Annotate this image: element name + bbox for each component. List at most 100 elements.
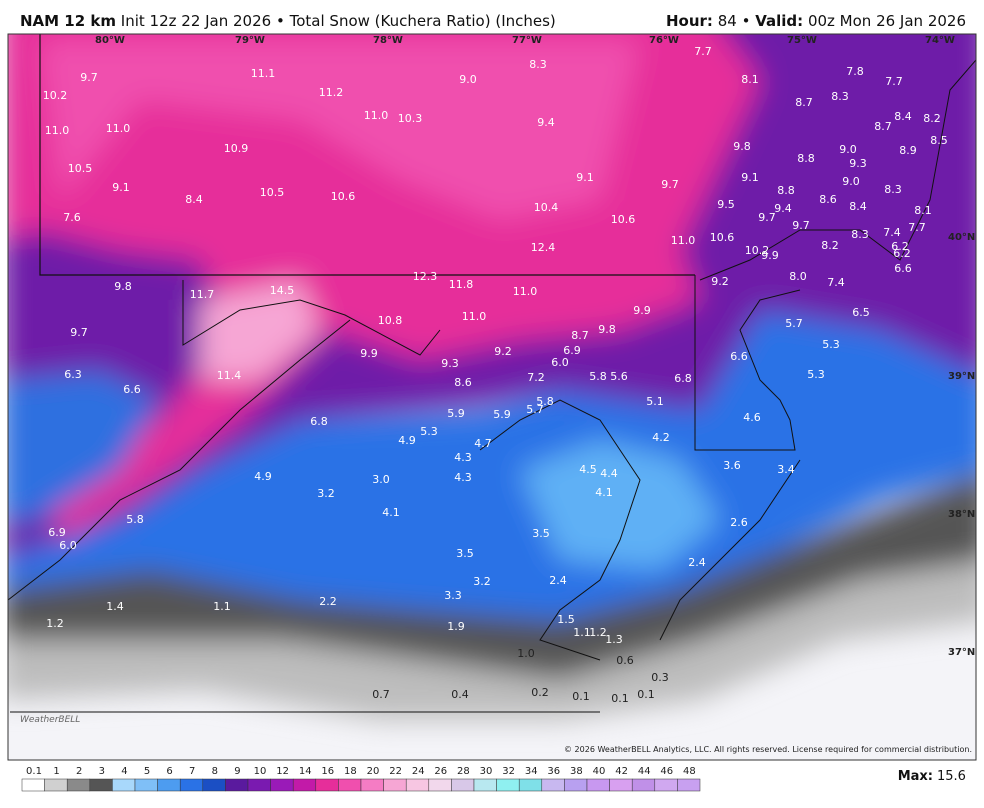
legend-swatch [383, 778, 407, 792]
lon-label: 74°W [925, 35, 955, 46]
snow-label: 5.7 [526, 403, 544, 416]
snow-label: 6.0 [59, 539, 77, 552]
legend-swatch [179, 778, 204, 792]
legend-swatch [541, 778, 565, 792]
snow-label: 5.3 [420, 425, 438, 438]
legend-label: 16 [321, 766, 334, 777]
snow-label: 6.2 [891, 240, 909, 253]
snow-label: 1.0 [517, 647, 535, 660]
snow-label: 8.7 [874, 120, 892, 133]
snow-label: 10.2 [43, 89, 68, 102]
snow-label: 10.9 [224, 142, 249, 155]
snow-label: 1.5 [557, 613, 575, 626]
snow-label: 6.6 [123, 383, 141, 396]
snow-label: 11.7 [190, 288, 215, 301]
snow-label: 6.0 [551, 356, 569, 369]
legend-label: 12 [276, 766, 289, 777]
snow-label: 8.3 [851, 228, 869, 241]
snow-label: 4.3 [454, 451, 472, 464]
snow-label: 5.9 [447, 407, 465, 420]
legend-label: 26 [434, 766, 447, 777]
legend-swatch [21, 778, 45, 792]
snow-label: 4.1 [595, 486, 613, 499]
snow-label: 7.8 [846, 65, 864, 78]
snow-label: 8.3 [529, 58, 547, 71]
snow-label: 8.3 [831, 90, 849, 103]
snow-label: 9.5 [717, 198, 735, 211]
snow-label: 6.6 [894, 262, 912, 275]
legend-label: 28 [457, 766, 470, 777]
legend-swatch [315, 778, 339, 792]
snow-label: 5.7 [785, 317, 803, 330]
legend-swatch [270, 778, 294, 792]
valid-label: Valid: [755, 12, 804, 30]
legend-label: 9 [234, 766, 240, 777]
snow-label: 2.4 [549, 574, 567, 587]
legend-swatch [360, 778, 384, 792]
legend-swatch [112, 778, 136, 792]
snow-label: 0.6 [616, 654, 634, 667]
legend-swatch [292, 778, 317, 792]
snow-label: 8.4 [185, 193, 203, 206]
snow-label: 10.2 [745, 244, 770, 257]
snow-label: 7.7 [885, 75, 903, 88]
snow-label: 8.8 [797, 152, 815, 165]
legend-label: 42 [615, 766, 628, 777]
snow-label: 6.9 [48, 526, 66, 539]
model: NAM 12 km [20, 12, 117, 30]
snow-label: 2.4 [688, 556, 706, 569]
legend-label: 2 [76, 766, 82, 777]
legend-swatch [134, 778, 158, 792]
lon-label: 76°W [649, 35, 679, 46]
snow-label: 6.5 [852, 306, 870, 319]
snow-label: 5.1 [646, 395, 664, 408]
snow-label: 0.1 [611, 692, 629, 705]
header-left: NAM 12 km Init 12z 22 Jan 2026 • Total S… [20, 12, 556, 30]
sep: • [275, 12, 285, 30]
snow-label: 1.2 [589, 626, 607, 639]
snow-label: 8.8 [777, 184, 795, 197]
snow-label: 6.3 [64, 368, 82, 381]
lat-label: 40°N [948, 232, 975, 243]
snow-label: 10.3 [398, 112, 423, 125]
snow-label: 9.7 [661, 178, 679, 191]
snow-label: 0.2 [531, 686, 549, 699]
snow-label: 8.1 [914, 204, 932, 217]
lon-label: 78°W [373, 35, 403, 46]
snow-label: 5.6 [610, 370, 628, 383]
snow-label: 12.3 [413, 270, 438, 283]
legend-label: 44 [638, 766, 651, 777]
snow-label: 9.7 [792, 219, 810, 232]
legend-label: 38 [570, 766, 583, 777]
snow-label: 1.1 [573, 626, 591, 639]
snow-label: 8.6 [454, 376, 472, 389]
snow-label: 8.2 [821, 239, 839, 252]
legend-swatch [631, 778, 656, 792]
snow-label: 9.7 [70, 326, 88, 339]
snow-label: 9.2 [494, 345, 512, 358]
legend-label: 3 [99, 766, 105, 777]
snow-label: 7.7 [694, 45, 712, 58]
snow-label: 3.2 [317, 487, 335, 500]
legend-label: 32 [502, 766, 515, 777]
snow-label: 1.2 [46, 617, 64, 630]
snow-label: 9.1 [741, 171, 759, 184]
snow-label: 0.7 [372, 688, 390, 701]
snow-label: 3.0 [372, 473, 390, 486]
snow-label: 9.1 [112, 181, 130, 194]
snow-label: 9.3 [849, 157, 867, 170]
legend-swatch [247, 778, 271, 792]
snow-label: 5.3 [807, 368, 825, 381]
legend-label: 22 [389, 766, 402, 777]
snow-label: 6.8 [674, 372, 692, 385]
snow-label: 9.4 [774, 202, 792, 215]
snow-label: 8.6 [819, 193, 837, 206]
snow-label: 4.9 [398, 434, 416, 447]
legend-swatch [202, 778, 226, 792]
snow-label: 0.3 [651, 671, 669, 684]
legend-swatch [496, 778, 520, 792]
max-label: Max: [898, 769, 933, 784]
snow-label: 5.8 [536, 395, 554, 408]
snow-label: 8.5 [930, 134, 948, 147]
snow-label: 11.2 [319, 86, 344, 99]
